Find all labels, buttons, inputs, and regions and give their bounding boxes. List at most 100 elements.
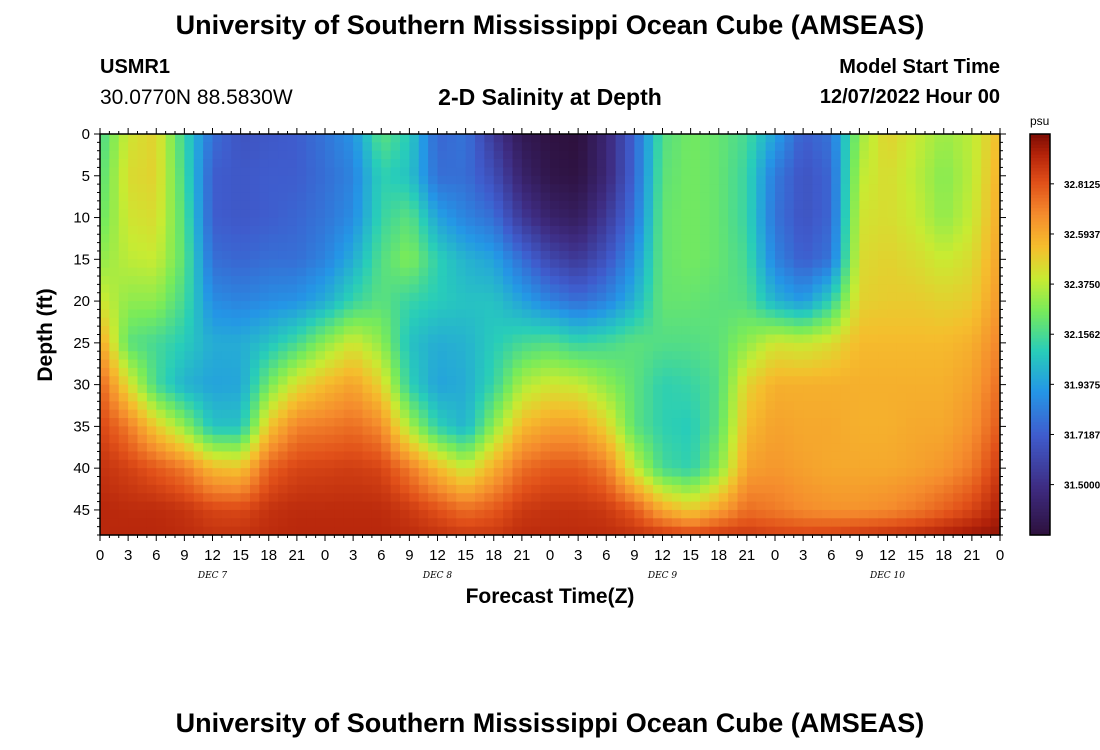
heatmap-cell — [540, 184, 551, 194]
heatmap-cell — [831, 476, 842, 486]
heatmap-cell — [559, 484, 570, 494]
heatmap-cell — [521, 443, 532, 453]
heatmap-cell — [353, 451, 364, 461]
heatmap-cell — [475, 392, 485, 402]
heatmap-cell — [850, 250, 860, 260]
heatmap-cell — [456, 259, 467, 269]
heatmap-cell — [803, 334, 814, 344]
heatmap-cell — [203, 443, 214, 453]
heatmap-cell — [484, 209, 495, 219]
heatmap-cell — [953, 392, 964, 402]
heatmap-cell — [868, 409, 879, 419]
heatmap-cell — [653, 401, 664, 411]
heatmap-cell — [906, 200, 917, 210]
heatmap-cell — [456, 292, 467, 302]
heatmap-cell — [915, 401, 926, 411]
heatmap-cell — [521, 276, 532, 285]
heatmap-cell — [428, 367, 439, 377]
heatmap-cell — [146, 493, 157, 503]
heatmap-cell — [118, 167, 129, 177]
heatmap-cell — [456, 175, 467, 185]
heatmap-cell — [156, 351, 167, 361]
heatmap-cell — [775, 359, 785, 369]
heatmap-cell — [456, 468, 467, 478]
heatmap-cell — [587, 392, 598, 402]
heatmap-cell — [606, 342, 617, 352]
heatmap-cell — [850, 259, 860, 269]
heatmap-cell — [521, 159, 532, 169]
heatmap-cell — [212, 334, 223, 344]
heatmap-cell — [671, 309, 682, 319]
heatmap-cell — [953, 301, 964, 311]
heatmap-cell — [325, 267, 335, 277]
heatmap-cell — [128, 142, 139, 152]
heatmap-cell — [353, 468, 364, 478]
heatmap-cell — [671, 434, 682, 444]
heatmap-cell — [381, 242, 392, 252]
heatmap-cell — [737, 167, 748, 177]
heatmap-cell — [878, 184, 889, 194]
heatmap-cell — [803, 200, 814, 210]
heatmap-cell — [465, 159, 476, 169]
colorbar-segment — [1030, 444, 1050, 449]
heatmap-cell — [915, 284, 926, 294]
heatmap-cell — [868, 209, 879, 219]
heatmap-cell — [793, 443, 804, 453]
heatmap-cell — [287, 184, 298, 194]
heatmap-cell — [259, 434, 270, 444]
heatmap-cell — [456, 200, 467, 210]
heatmap-cell — [625, 267, 635, 277]
heatmap-cell — [690, 501, 701, 511]
heatmap-cell — [446, 342, 457, 352]
heatmap-cell — [700, 192, 710, 202]
heatmap-cell — [681, 526, 692, 536]
heatmap-cell — [831, 351, 842, 361]
heatmap-cell — [531, 225, 542, 235]
heatmap-cell — [653, 384, 664, 394]
heatmap-cell — [625, 334, 635, 344]
heatmap-cell — [746, 225, 757, 235]
heatmap-cell — [737, 242, 748, 252]
x-tick-label: 3 — [574, 547, 582, 564]
heatmap-cell — [446, 242, 457, 252]
heatmap-cell — [700, 459, 710, 469]
heatmap-cell — [793, 250, 804, 260]
heatmap-cell — [390, 526, 401, 536]
heatmap-cell — [568, 225, 579, 235]
heatmap-cell — [409, 518, 420, 528]
heatmap-cell — [934, 242, 945, 252]
heatmap-cell — [484, 376, 495, 386]
heatmap-cell — [671, 476, 682, 486]
heatmap-cell — [765, 234, 776, 244]
heatmap-cell — [503, 326, 514, 336]
heatmap-cell — [231, 175, 242, 185]
heatmap-cell — [878, 409, 889, 419]
heatmap-cell — [906, 526, 917, 536]
heatmap-cell — [615, 267, 626, 277]
heatmap-cell — [746, 501, 757, 511]
heatmap-cell — [446, 476, 457, 486]
heatmap-cell — [596, 459, 607, 469]
heatmap-cell — [278, 501, 289, 511]
heatmap-cell — [353, 301, 364, 311]
heatmap-cell — [371, 225, 382, 235]
heatmap-cell — [990, 509, 1001, 519]
heatmap-cell — [484, 217, 495, 227]
heatmap-cell — [850, 284, 860, 294]
heatmap-cell — [934, 367, 945, 377]
heatmap-cell — [128, 493, 139, 503]
heatmap-cell — [268, 184, 279, 194]
heatmap-cell — [109, 242, 120, 252]
heatmap-cell — [231, 309, 242, 319]
heatmap-cell — [850, 217, 860, 227]
heatmap-cell — [156, 509, 167, 519]
heatmap-cell — [812, 418, 823, 427]
heatmap-cell — [268, 217, 279, 227]
heatmap-cell — [521, 150, 532, 160]
heatmap-cell — [128, 367, 139, 377]
heatmap-cell — [793, 326, 804, 336]
heatmap-cell — [859, 301, 870, 311]
heatmap-cell — [821, 200, 832, 210]
heatmap-cell — [756, 526, 767, 536]
heatmap-cell — [587, 234, 598, 244]
